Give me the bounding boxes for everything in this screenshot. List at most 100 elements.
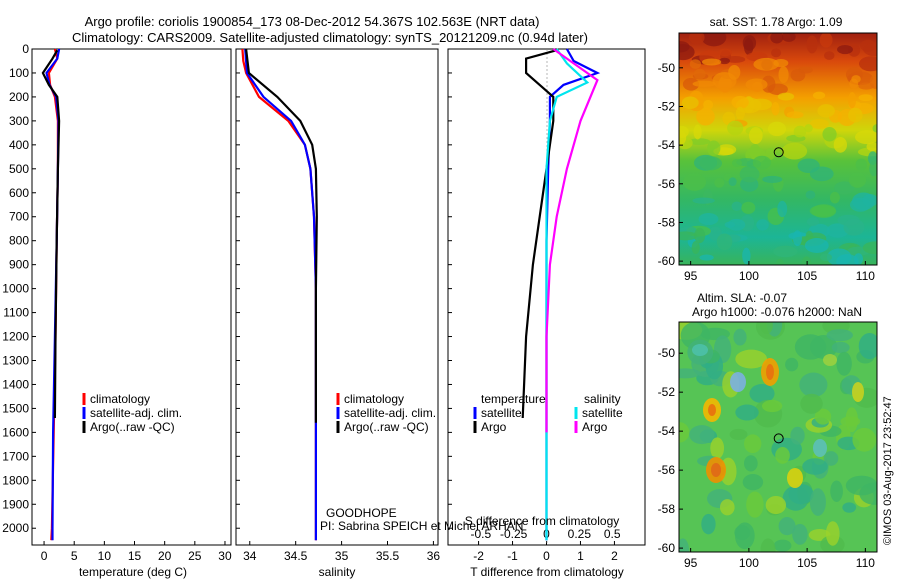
map-x-tick-label: 100 xyxy=(739,556,759,570)
sla-texture-cell xyxy=(734,522,755,550)
x-tick-label: -1 xyxy=(507,549,518,563)
depth-tick-label: 100 xyxy=(9,66,29,80)
sst-texture-cell xyxy=(819,33,833,48)
sst-texture-cell xyxy=(848,91,857,109)
legend-label-s-satellite: satellite xyxy=(582,406,623,420)
sst-texture-cell xyxy=(771,48,782,58)
sla-texture-cell xyxy=(852,427,877,452)
sst-texture-cell xyxy=(771,102,780,116)
depth-tick-label: 400 xyxy=(9,138,29,152)
sst-texture-cell xyxy=(741,201,756,214)
sla-map-title-line1: Altim. SLA: -0.07 xyxy=(697,291,787,305)
sst-texture-cell xyxy=(777,200,788,218)
sst-texture-cell xyxy=(773,245,798,258)
sst-texture-cell xyxy=(718,48,733,57)
depth-tick-label: 300 xyxy=(9,114,29,128)
sla-texture-cell xyxy=(761,399,783,413)
sla-texture-cell xyxy=(743,455,758,472)
depth-tick-label: 1500 xyxy=(2,401,29,415)
legend-label-argo: Argo(..raw -QC) xyxy=(344,420,429,434)
map-x-tick-label: 100 xyxy=(739,269,759,283)
sst-texture-cell xyxy=(681,96,699,109)
sst-texture-cell xyxy=(698,212,719,226)
series-line-argo-raw-qc xyxy=(41,49,61,419)
sla-texture-cell xyxy=(800,393,823,414)
sla-texture-cell xyxy=(749,383,775,404)
sst-texture-cell xyxy=(833,136,848,153)
sst-texture-cell xyxy=(731,158,743,168)
sst-map-axes: 95 100 105 110 -50 -52 -54 -56 -58 -60 xyxy=(658,61,876,283)
legend-label-t-satellite: satellite xyxy=(481,406,522,420)
sst-texture-cell xyxy=(770,33,784,44)
sst-texture-cell xyxy=(773,58,789,68)
depth-tick-label: 1800 xyxy=(2,473,29,487)
sst-texture-cell xyxy=(809,205,836,217)
x-tick-label: 5 xyxy=(71,549,78,563)
x-tick-label: 0 xyxy=(543,549,550,563)
sla-texture-cell xyxy=(773,539,792,552)
sst-texture-cell xyxy=(820,253,833,262)
sla-texture-cell xyxy=(802,458,828,475)
sla-texture-cell xyxy=(733,328,747,346)
sst-texture-cell xyxy=(809,166,834,182)
sst-texture-cell xyxy=(727,218,746,231)
sst-texture-cell xyxy=(682,77,700,91)
x-tick-label: 25 xyxy=(188,549,202,563)
sst-texture-cell xyxy=(822,127,837,142)
map-x-tick-label: 95 xyxy=(684,556,698,570)
map-y-tick-label: -50 xyxy=(658,61,676,75)
sst-texture-cell xyxy=(692,197,715,204)
sst-texture-cell xyxy=(679,129,687,146)
sst-texture-cell xyxy=(753,57,779,71)
sla-texture-cell xyxy=(858,333,877,360)
sst-texture-cell xyxy=(824,51,835,60)
x-tick-label: 34 xyxy=(243,549,257,563)
x-tick-label: 1 xyxy=(577,549,584,563)
depth-axis: 0 100 200 300 400 500 600 700 800 900 1000 1100 1200… xyxy=(2,42,452,535)
sst-texture-cell xyxy=(688,138,711,146)
sst-texture-cell xyxy=(837,44,853,55)
sla-anomaly-cell xyxy=(823,354,837,366)
sla-texture-cell xyxy=(792,523,808,545)
sla-texture-cell xyxy=(826,329,853,342)
map-y-tick-label: -58 xyxy=(658,502,676,516)
sla-anomaly-cell xyxy=(692,344,708,356)
sst-texture-cell xyxy=(716,233,733,251)
sst-texture-cell xyxy=(728,177,737,187)
series-line-satellite-adj-clim xyxy=(244,48,317,541)
sst-texture-cell xyxy=(869,160,877,177)
map-y-tick-label: -56 xyxy=(658,463,676,477)
sst-texture-cell xyxy=(866,142,877,152)
sst-texture-cell xyxy=(696,107,715,126)
depth-tick-label: 1100 xyxy=(3,306,29,320)
depth-tick-label: 900 xyxy=(9,258,29,272)
sst-texture-cell xyxy=(735,106,745,121)
sla-texture-cell xyxy=(760,538,776,552)
sst-texture-cell xyxy=(712,72,737,90)
sst-texture-cell xyxy=(742,247,751,265)
argo-position-marker xyxy=(773,147,784,158)
project-annotation: GOODHOPE xyxy=(326,506,397,520)
salinity-xlabel: salinity xyxy=(319,565,356,579)
sst-texture-cell xyxy=(829,191,840,204)
x-tick-label: 2 xyxy=(611,549,618,563)
sst-texture-cell xyxy=(767,121,787,137)
sla-texture-cell xyxy=(790,426,805,445)
sst-texture-cell xyxy=(848,172,867,188)
sst-texture-cell xyxy=(765,147,776,160)
sst-texture-cell xyxy=(682,173,707,191)
sst-texture-cell xyxy=(843,218,865,236)
map-x-tick-label: 105 xyxy=(797,269,817,283)
sst-texture-cell xyxy=(781,142,808,160)
sla-texture-cell xyxy=(719,499,735,516)
sst-texture-cell xyxy=(689,33,705,45)
sst-texture-cell xyxy=(806,35,818,54)
sst-texture-cell xyxy=(731,95,749,109)
temperature-legend: climatology satellite-adj. clim. Argo(..… xyxy=(82,392,182,434)
sst-texture-cell xyxy=(817,104,835,118)
sla-anomaly-cell xyxy=(813,439,827,457)
depth-tick-label: 0 xyxy=(22,42,29,56)
sst-texture-cell xyxy=(724,221,736,228)
difference-legend: temperature salinity satellite Argo sate… xyxy=(473,392,623,434)
